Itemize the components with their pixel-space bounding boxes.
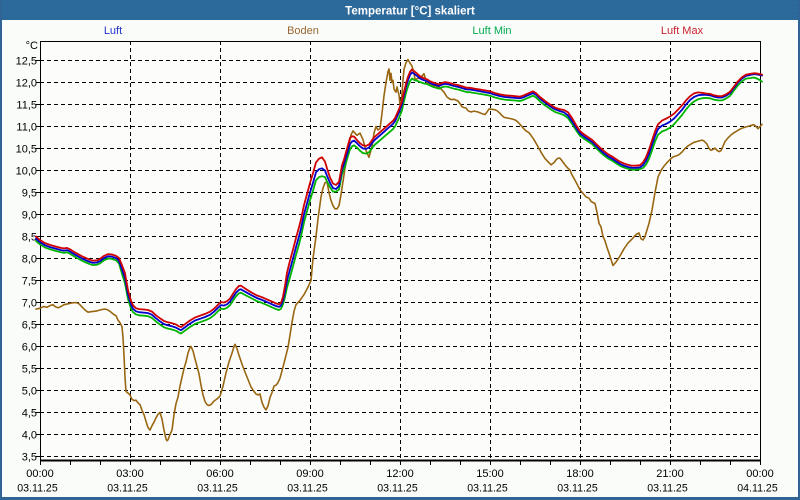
svg-text:12:00: 12:00 — [386, 468, 414, 480]
svg-text:7,5: 7,5 — [22, 276, 37, 288]
svg-text:Luft: Luft — [104, 25, 122, 37]
svg-text:10,5: 10,5 — [16, 144, 37, 156]
svg-text:03.11.25: 03.11.25 — [197, 483, 238, 495]
svg-text:06:00: 06:00 — [206, 468, 234, 480]
svg-text:03:00: 03:00 — [116, 468, 144, 480]
svg-text:5,5: 5,5 — [22, 364, 37, 376]
svg-text:00:00: 00:00 — [746, 468, 774, 480]
svg-text:15:00: 15:00 — [476, 468, 504, 480]
svg-text:6,0: 6,0 — [22, 342, 37, 354]
svg-text:21:00: 21:00 — [656, 468, 684, 480]
svg-text:11,0: 11,0 — [16, 122, 37, 134]
svg-text:4,0: 4,0 — [22, 430, 37, 442]
svg-text:11,5: 11,5 — [16, 100, 37, 112]
svg-text:03.11.25: 03.11.25 — [17, 483, 58, 495]
svg-text:12,5: 12,5 — [16, 56, 37, 68]
svg-text:6,5: 6,5 — [22, 320, 37, 332]
svg-text:Luft Max: Luft Max — [661, 25, 704, 37]
svg-text:4,5: 4,5 — [22, 408, 37, 420]
svg-text:Temperatur [°C] skaliert: Temperatur [°C] skaliert — [345, 6, 475, 18]
svg-text:03.11.25: 03.11.25 — [287, 483, 328, 495]
svg-text:12,0: 12,0 — [16, 78, 37, 90]
svg-text:03.11.25: 03.11.25 — [647, 483, 688, 495]
svg-text:03.11.25: 03.11.25 — [107, 483, 148, 495]
svg-text:18:00: 18:00 — [566, 468, 594, 480]
svg-text:7,0: 7,0 — [22, 298, 37, 310]
svg-text:09:00: 09:00 — [296, 468, 324, 480]
svg-text:8,0: 8,0 — [22, 254, 37, 266]
svg-text:5,0: 5,0 — [22, 386, 37, 398]
svg-text:Luft Min: Luft Min — [472, 25, 511, 37]
svg-text:03.11.25: 03.11.25 — [557, 483, 598, 495]
svg-text:9,0: 9,0 — [22, 210, 37, 222]
svg-text:9,5: 9,5 — [22, 188, 37, 200]
svg-text:3,5: 3,5 — [22, 452, 37, 464]
svg-text:10,0: 10,0 — [16, 166, 37, 178]
svg-text:°C: °C — [26, 40, 38, 52]
svg-text:03.11.25: 03.11.25 — [467, 483, 508, 495]
svg-text:Boden: Boden — [287, 25, 319, 37]
svg-text:04.11.25: 04.11.25 — [737, 483, 778, 495]
svg-text:00:00: 00:00 — [26, 468, 54, 480]
svg-text:8,5: 8,5 — [22, 232, 37, 244]
svg-text:03.11.25: 03.11.25 — [377, 483, 418, 495]
